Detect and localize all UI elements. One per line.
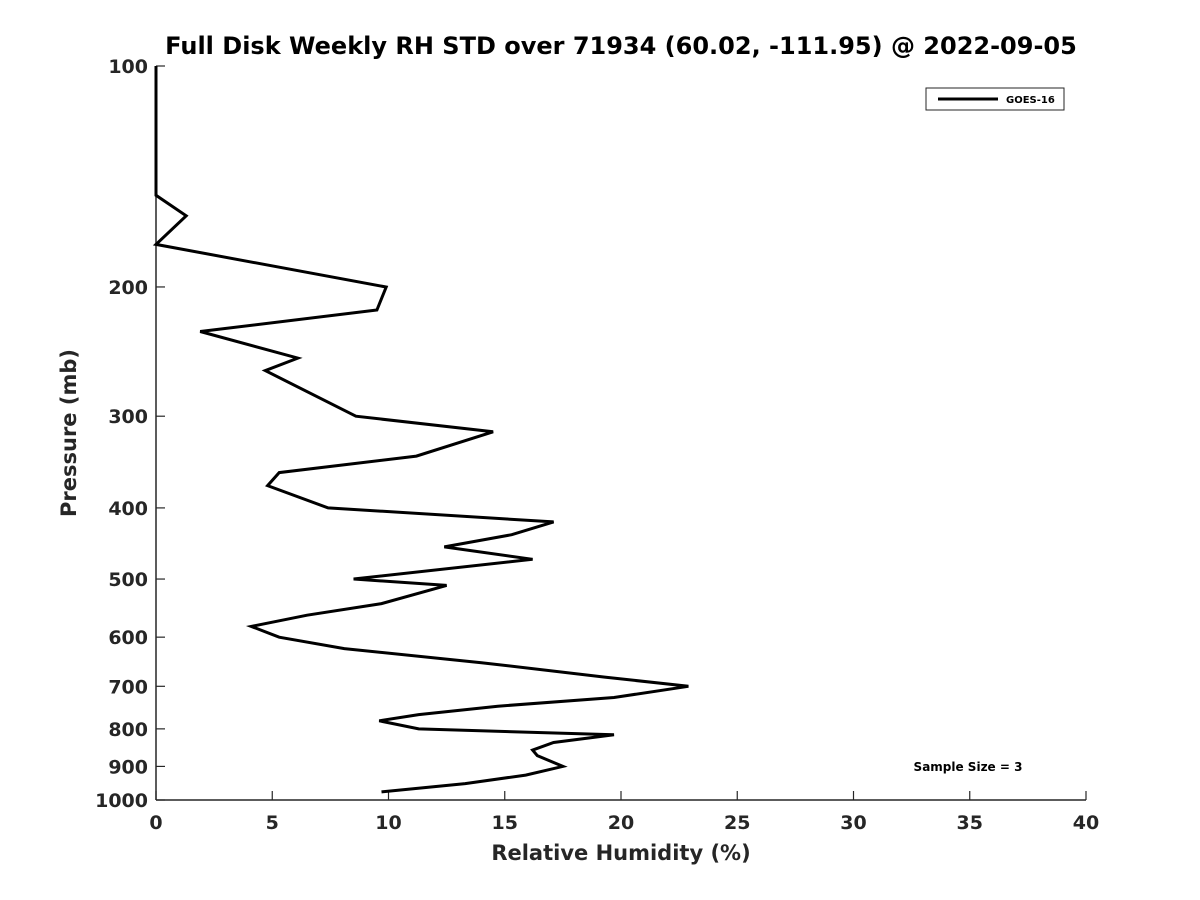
y-tick-label: 600 <box>108 627 148 649</box>
y-tick-label: 900 <box>108 756 148 778</box>
y-tick-label: 200 <box>108 277 148 299</box>
y-tick-label: 100 <box>108 56 148 78</box>
series-line-goes-16 <box>152 66 689 794</box>
y-tick-label: 500 <box>108 569 148 591</box>
y-tick-label: 300 <box>108 406 148 428</box>
x-tick-label: 10 <box>375 812 401 834</box>
plot-axes <box>155 66 1086 801</box>
x-tick-label: 35 <box>957 812 983 834</box>
y-axis-label: Pressure (mb) <box>57 349 81 517</box>
x-ticks: 0 5 10 15 20 25 30 35 40 <box>149 791 1099 834</box>
x-tick-label: 40 <box>1073 812 1099 834</box>
y-tick-label: 800 <box>108 719 148 741</box>
y-tick-label: 400 <box>108 498 148 520</box>
x-tick-label: 5 <box>266 812 279 834</box>
chart-title: Full Disk Weekly RH STD over 71934 (60.0… <box>165 32 1077 60</box>
legend: GOES-16 <box>925 87 1065 111</box>
x-axis-label: Relative Humidity (%) <box>491 841 750 865</box>
x-tick-label: 25 <box>724 812 750 834</box>
y-tick-label: 700 <box>108 676 148 698</box>
y-tick-label: 1000 <box>95 790 148 812</box>
x-tick-label: 15 <box>492 812 518 834</box>
sample-size-annotation: Sample Size = 3 <box>914 760 1023 774</box>
y-ticks: 100 200 300 400 500 600 700 800 900 1000 <box>95 56 165 812</box>
legend-label-goes-16: GOES-16 <box>1006 95 1055 106</box>
x-tick-label: 20 <box>608 812 634 834</box>
x-tick-label: 0 <box>149 812 162 834</box>
series-layer <box>152 66 689 794</box>
x-tick-label: 30 <box>840 812 866 834</box>
